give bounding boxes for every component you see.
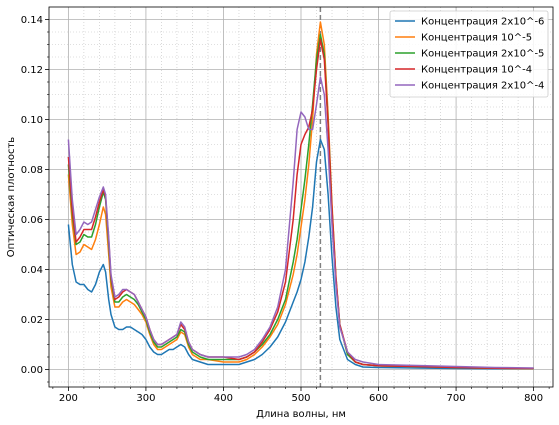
legend-label-2: Концентрация 10^-5 — [421, 33, 532, 44]
y-tick-label: 0.00 — [21, 365, 43, 376]
y-axis-label: Оптическая плотность — [6, 137, 17, 258]
x-tick-label: 300 — [136, 393, 155, 404]
x-tick-label: 500 — [291, 393, 310, 404]
legend: Концентрация 2x10^-6 Концентрация 10^-5 Ко… — [389, 10, 549, 98]
series-line-5 — [67, 76, 534, 369]
legend-label-1: Концентрация 2x10^-6 — [421, 17, 544, 28]
x-tick-label: 200 — [59, 393, 78, 404]
x-axis-label: Длина волны, нм — [256, 409, 346, 420]
y-tick-label: 0.06 — [21, 215, 43, 226]
x-tick-label: 700 — [447, 393, 466, 404]
x-tick-label: 600 — [369, 393, 388, 404]
y-tick-label: 0.12 — [21, 65, 43, 76]
axes: 200 300 400 500 600 700 800 0.00 0.02 0.04 0.06 0.0… — [21, 15, 550, 404]
legend-label-3: Концентрация 2x10^-5 — [421, 49, 544, 60]
y-tick-label: 0.10 — [21, 115, 43, 126]
legend-label-4: Концентрация 10^-4 — [421, 65, 532, 76]
y-tick-label: 0.02 — [21, 315, 43, 326]
legend-box — [389, 10, 549, 98]
x-tick-label: 400 — [214, 393, 233, 404]
y-tick-label: 0.04 — [21, 265, 43, 276]
series-line-1 — [67, 138, 534, 370]
y-tick-label: 0.08 — [21, 165, 43, 176]
x-tick-label: 800 — [524, 393, 543, 404]
y-tick-label: 0.14 — [21, 15, 43, 26]
series-layer — [67, 21, 534, 370]
legend-label-5: Концентрация 2x10^-4 — [421, 81, 544, 92]
